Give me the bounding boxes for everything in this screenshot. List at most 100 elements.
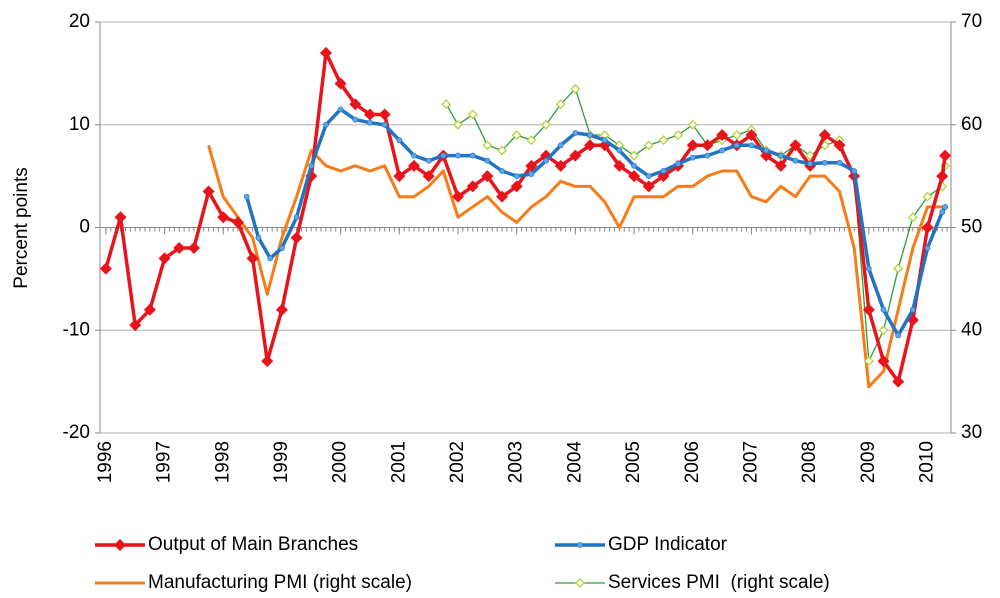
marker <box>293 214 300 221</box>
legend-label: Services PMI (right scale) <box>608 572 830 593</box>
marker <box>645 173 652 180</box>
y2-tick-label: 60 <box>961 114 982 135</box>
marker <box>909 306 916 313</box>
marker <box>836 159 843 166</box>
marker <box>279 245 285 251</box>
x-tick-label: 2003 <box>506 441 527 483</box>
y2-tick-label: 30 <box>961 422 982 443</box>
marker <box>643 140 654 151</box>
legend-marker <box>577 542 583 548</box>
x-tick-label: 2010 <box>917 441 938 483</box>
marker <box>425 157 432 164</box>
marker <box>689 154 696 161</box>
marker <box>231 216 244 229</box>
marker <box>334 77 347 90</box>
marker <box>290 231 303 244</box>
marker <box>631 162 637 169</box>
marker <box>319 46 332 59</box>
marker <box>411 152 417 159</box>
marker <box>349 98 362 111</box>
x-tick-label: 2009 <box>858 441 879 483</box>
x-tick-label: 2008 <box>799 441 820 483</box>
marker <box>686 139 699 152</box>
y-axis-label: Percent points <box>11 167 32 288</box>
marker <box>469 152 476 159</box>
marker <box>878 325 889 336</box>
x-tick-label: 1998 <box>212 441 233 483</box>
marker <box>367 119 373 126</box>
marker <box>393 170 406 183</box>
marker <box>526 135 537 146</box>
series-line <box>104 51 947 384</box>
marker <box>745 129 758 142</box>
marker <box>628 170 641 183</box>
y-tick-label: 10 <box>69 114 90 135</box>
marker <box>467 109 478 120</box>
marker <box>613 159 626 172</box>
marker <box>777 152 784 159</box>
marker <box>719 147 726 154</box>
marker <box>261 355 274 368</box>
marker <box>862 303 875 316</box>
marker <box>511 130 522 140</box>
marker <box>453 119 463 130</box>
marker <box>267 255 274 262</box>
x-tick-label: 2005 <box>623 441 644 483</box>
marker <box>158 252 171 265</box>
marker <box>704 152 711 159</box>
x-tick-label: 2002 <box>447 441 468 483</box>
marker <box>895 332 902 339</box>
marker <box>554 159 567 172</box>
marker <box>833 139 846 152</box>
y2-tick-label: 40 <box>961 319 982 340</box>
marker <box>924 245 931 251</box>
marker <box>701 139 714 152</box>
marker <box>481 170 494 183</box>
marker <box>821 159 828 166</box>
marker <box>337 106 344 113</box>
marker <box>323 121 329 128</box>
marker <box>673 130 684 140</box>
marker <box>865 265 872 272</box>
legend-label: Manufacturing PMI (right scale) <box>148 572 412 593</box>
marker <box>496 190 509 203</box>
marker <box>217 211 230 224</box>
marker <box>893 263 904 274</box>
marker <box>407 159 420 172</box>
y-tick-label: 20 <box>69 11 90 32</box>
marker <box>497 145 507 156</box>
marker <box>255 234 262 241</box>
marker <box>733 142 740 149</box>
marker <box>525 159 538 172</box>
marker <box>942 204 949 210</box>
marker <box>452 190 465 203</box>
marker <box>99 262 112 275</box>
marker <box>922 191 933 202</box>
marker <box>907 212 918 223</box>
y-tick-label: 0 <box>79 217 90 238</box>
marker <box>763 147 770 154</box>
marker <box>466 180 479 193</box>
marker <box>378 108 391 121</box>
marker <box>572 130 579 136</box>
marker <box>616 147 623 154</box>
x-tick-label: 1996 <box>95 441 116 483</box>
legend-label: Output of Main Branches <box>148 534 358 555</box>
marker <box>687 119 698 130</box>
marker <box>396 137 403 144</box>
y2-tick-label: 50 <box>961 217 982 238</box>
marker <box>863 356 874 366</box>
marker <box>555 99 566 110</box>
marker <box>921 221 934 234</box>
x-tick-label: 2006 <box>682 441 703 483</box>
y-tick-label: -10 <box>63 319 90 340</box>
marker <box>543 157 549 164</box>
marker <box>243 193 250 200</box>
marker <box>629 150 639 161</box>
y-tick-label: -20 <box>63 422 90 443</box>
x-tick-label: 2007 <box>740 441 761 483</box>
marker <box>275 303 288 316</box>
marker <box>587 132 593 138</box>
marker <box>807 160 814 167</box>
